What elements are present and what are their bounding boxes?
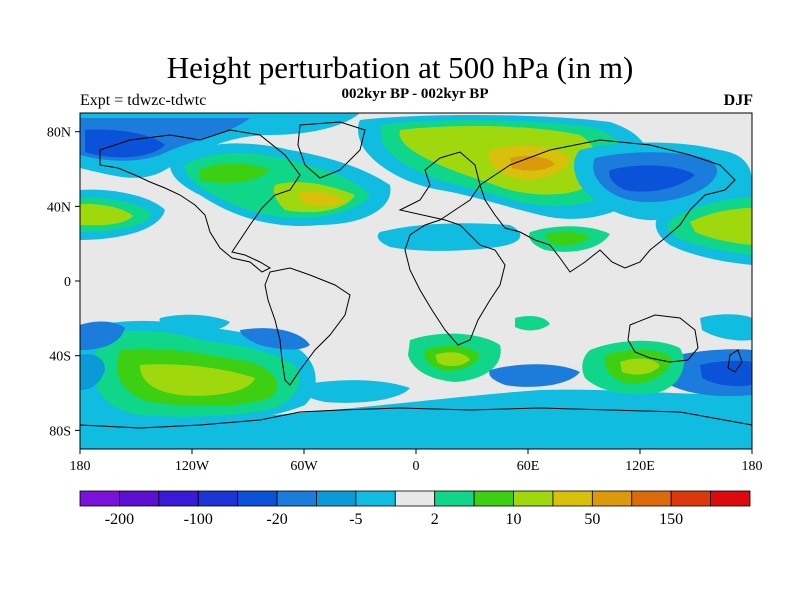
- contour-region: [80, 321, 125, 350]
- colorbar-swatch: [552, 490, 593, 507]
- contour-region: [435, 352, 470, 367]
- colorbar-label: -200: [105, 511, 134, 528]
- map-subtitle: 002kyr BP - 002kyr BP: [341, 86, 489, 102]
- coast-north-america: [99, 129, 301, 273]
- coast-asia: [479, 139, 736, 273]
- colorbar-swatch: [670, 490, 711, 507]
- contour-region: [140, 364, 255, 396]
- colorbar-label: 150: [659, 511, 683, 528]
- colorbar-swatch: [197, 490, 239, 507]
- contour-region: [700, 314, 752, 341]
- longitude-axis: 180 120W 60W 0 60E 120E 180: [70, 449, 763, 474]
- map-title: Height perturbation at 500 hPa (in m): [166, 50, 634, 85]
- colorbar-label: -100: [184, 511, 213, 528]
- lon-tick-label: 0: [413, 459, 420, 474]
- colorbar-label: 2: [431, 511, 439, 528]
- colorbar-swatch: [591, 490, 633, 507]
- coast-africa-europe: [398, 151, 506, 346]
- lon-tick-label: 120E: [625, 459, 655, 474]
- colorbar-swatch: [355, 490, 396, 507]
- colorbar-swatch: [158, 490, 199, 507]
- season-label: DJF: [723, 92, 753, 109]
- lon-tick-label: 120W: [175, 459, 210, 474]
- contour-region: [545, 231, 590, 246]
- coast-australia: [627, 314, 699, 363]
- experiment-label: Expt = tdwzc-tdwtc: [80, 92, 207, 109]
- colorbar-label: 10: [506, 511, 522, 528]
- colorbar-swatch: [119, 490, 160, 507]
- colorbar-swatch: [434, 490, 475, 507]
- contour-region: [159, 314, 230, 333]
- colorbar-swatch: [237, 490, 278, 507]
- latitude-axis: 80N 40N 0 40S 80S: [47, 126, 80, 439]
- coast-antarctica: [80, 407, 752, 429]
- colorbar-swatch: [316, 490, 357, 507]
- coast-new-zealand: [727, 349, 743, 373]
- contour-region: [690, 208, 752, 245]
- colorbar-swatch: [631, 490, 672, 507]
- colorbar-label: -20: [266, 511, 287, 528]
- lat-tick-label: 40N: [47, 200, 71, 215]
- lon-tick-label: 60W: [290, 459, 318, 474]
- lon-tick-label: 180: [742, 459, 763, 474]
- contour-region: [80, 389, 752, 449]
- contour-region: [609, 165, 695, 192]
- coast-south-america: [264, 267, 351, 386]
- contour-region: [299, 380, 410, 403]
- colorbar-swatch: [79, 490, 120, 507]
- colorbar-swatch: [394, 490, 436, 507]
- contour-region: [377, 223, 521, 251]
- contour-region: [240, 328, 310, 350]
- lat-tick-label: 40S: [49, 350, 71, 365]
- lon-tick-label: 60E: [517, 459, 540, 474]
- coastlines: [80, 121, 752, 429]
- colorbar-swatch: [276, 490, 317, 507]
- contour-region: [489, 364, 580, 387]
- contour-region: [80, 354, 105, 390]
- contour-region: [300, 191, 345, 207]
- lat-tick-label: 0: [64, 275, 71, 290]
- colorbar-swatch: [513, 490, 554, 507]
- contour-region: [510, 156, 555, 171]
- contour-region: [620, 358, 660, 375]
- contour-region: [515, 316, 550, 331]
- colorbar-swatch: [710, 490, 751, 507]
- contour-region: [200, 163, 270, 183]
- colorbar: -200 -100 -20 -5 2 10 50 150: [79, 490, 751, 528]
- lat-tick-label: 80S: [49, 424, 71, 439]
- contour-region: [85, 129, 165, 158]
- coast-greenland: [297, 121, 366, 179]
- lat-tick-label: 80N: [47, 126, 71, 141]
- colorbar-swatch: [473, 490, 514, 507]
- colorbar-label: 50: [584, 511, 600, 528]
- lon-tick-label: 180: [70, 459, 91, 474]
- colorbar-label: -5: [349, 511, 362, 528]
- contour-region: [80, 203, 133, 226]
